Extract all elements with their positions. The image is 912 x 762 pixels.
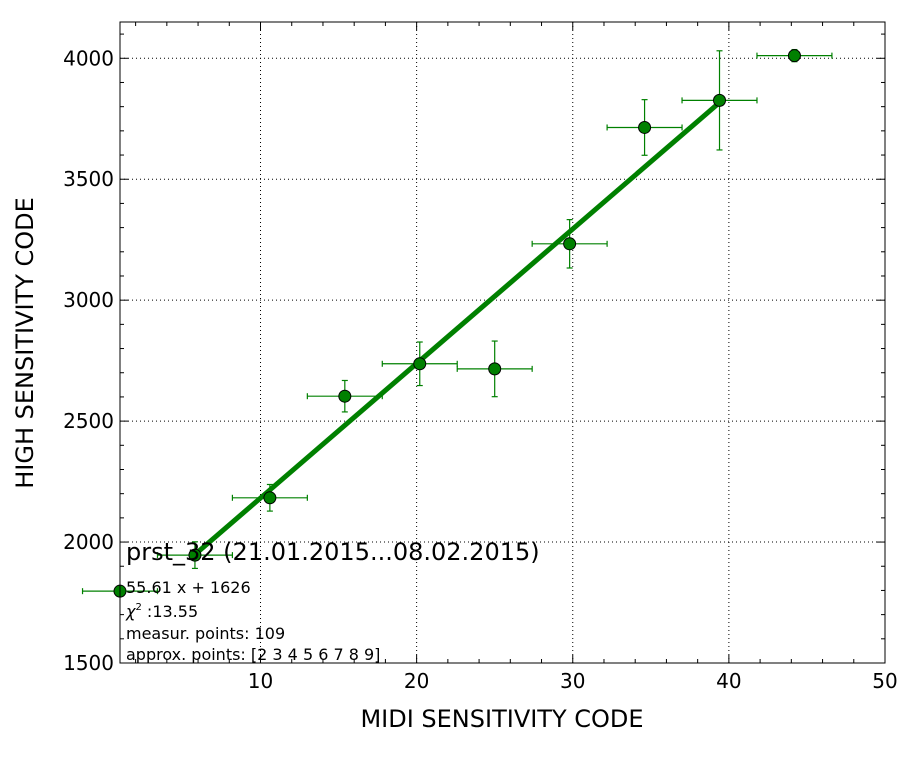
x-tick-label: 30	[560, 669, 585, 693]
chi2-superscript: 2	[135, 602, 141, 613]
data-point	[638, 120, 652, 134]
data-point	[713, 93, 727, 107]
annotation-equation: 55.61 x + 1626	[126, 578, 251, 597]
data-point	[563, 237, 577, 251]
y-tick-label: 2000	[63, 530, 114, 554]
annotation-approx-points: approx. points: [2 3 4 5 6 7 8 9]	[126, 645, 380, 664]
plot-background	[120, 22, 885, 663]
plot-frame	[119, 21, 886, 664]
markers	[113, 49, 801, 598]
chi2-symbol: χ	[125, 602, 136, 621]
annotation-block: prst_32 (21.01.2015...08.02.2015) 55.61 …	[125, 538, 540, 664]
x-tick-label: 10	[248, 669, 273, 693]
annotation-chi2: χ2 :13.55	[125, 602, 198, 621]
y-tick-label: 2500	[63, 409, 114, 433]
data-point	[787, 49, 801, 63]
data-point	[488, 362, 502, 376]
x-tick-label: 50	[872, 669, 897, 693]
x-tick-label: 40	[716, 669, 741, 693]
x-tick-label: 20	[404, 669, 429, 693]
data-point	[338, 389, 352, 403]
tick-labels: 10 20 30 40 50 1500 2000 2500 3000 3500 4000	[63, 46, 898, 693]
y-axis-label: HIGH SENSITIVITY CODE	[11, 197, 39, 489]
y-tick-label: 1500	[63, 651, 114, 675]
y-tick-label: 3500	[63, 167, 114, 191]
grid	[120, 22, 885, 663]
data-point	[413, 357, 427, 371]
fit-line	[193, 100, 722, 557]
ticks	[120, 22, 886, 664]
y-tick-label: 4000	[63, 46, 114, 70]
fit-line-group	[193, 100, 722, 557]
annotation-measur-points: measur. points: 109	[126, 624, 285, 643]
y-tick-label: 3000	[63, 288, 114, 312]
chi2-value: :13.55	[142, 602, 198, 621]
data-point	[188, 548, 202, 562]
x-axis-label: MIDI SENSITIVITY CODE	[360, 705, 643, 733]
data-point	[263, 491, 277, 505]
annotation-title: prst_32 (21.01.2015...08.02.2015)	[126, 538, 540, 566]
